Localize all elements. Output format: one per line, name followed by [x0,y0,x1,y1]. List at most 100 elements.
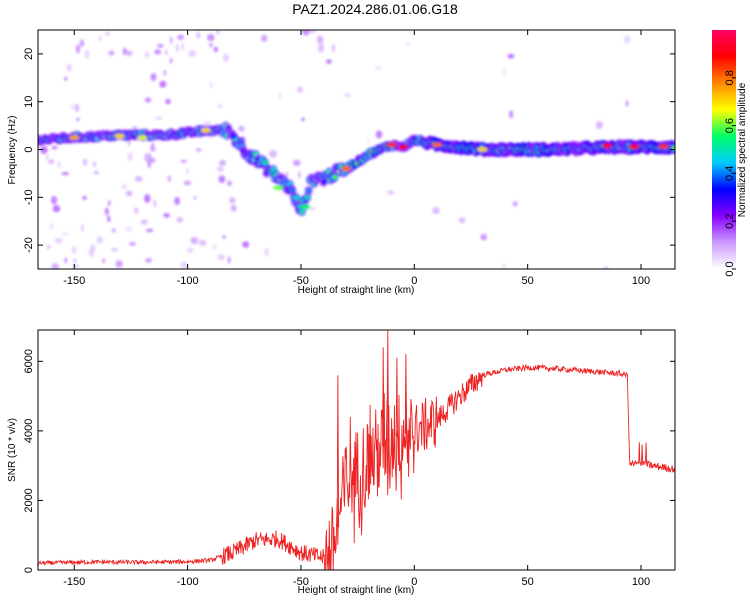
heatmap-ridge-core [305,188,312,194]
snr-spike [336,330,408,528]
heatmap-speckle [181,42,184,51]
heatmap-speckle [84,49,90,59]
heatmap-speckle [96,236,103,244]
heatmap-speckle [230,204,237,212]
heatmap-speckle [48,159,55,165]
spectrogram-y-tick-label: -10 [23,189,35,205]
heatmap-speckle [108,200,111,207]
spectrogram-x-tick-label: 100 [632,275,650,287]
heatmap-speckle [62,232,68,236]
heatmap-speckle [625,100,629,107]
heatmap-speckle [155,116,163,120]
heatmap-hotspot [432,142,442,148]
heatmap-speckle [72,264,79,268]
heatmap-speckle [52,204,61,213]
heatmap-hotspot [398,144,408,150]
heatmap-speckle [223,53,229,63]
heatmap-speckle [45,155,49,160]
snr-y-tick-label: 2000 [23,488,35,512]
heatmap-speckle [375,130,383,139]
heatmap-hotspot [114,133,125,139]
spectrogram-y-axis-label: Frequency (Hz) [7,116,18,185]
heatmap-speckle [167,175,171,182]
snr-x-tick-label: 50 [522,576,534,588]
snr-panel: -150 -100 -50 0 50 100 0 2000 4000 6000 Height o… [7,329,676,596]
heatmap-speckle [278,91,282,100]
heatmap-speckle [180,261,188,269]
spectrogram-y-tick-label: 10 [23,96,35,108]
spectrogram-y-tick-label: 0 [23,146,35,152]
heatmap-speckle [157,44,164,48]
heatmap-speckle [269,150,277,158]
colorbar-tick-label: 0.0 [724,261,736,276]
heatmap-hotspot [477,147,488,152]
heatmap-speckle [509,110,514,119]
heatmap-hotspot [602,143,612,149]
heatmap-speckle [206,33,215,42]
heatmap-speckle [115,260,123,268]
heatmap-speckle [512,201,518,207]
heatmap-speckle [174,197,181,206]
heatmap-speckle [177,34,185,40]
heatmap-speckle [318,43,324,53]
heatmap-speckle [176,43,179,53]
heatmap-hotspot [273,185,284,191]
heatmap-speckle [190,237,199,245]
heatmap-speckle [222,235,226,239]
heatmap-speckle [154,49,162,55]
heatmap-speckle [153,199,156,208]
snr-y-tick-label: 6000 [23,349,35,373]
heatmap-speckle [507,53,515,59]
heatmap-speckle [81,224,84,232]
heatmap-speckle [203,121,211,126]
heatmap-speckle [159,80,167,88]
heatmap-speckle [75,44,81,54]
heatmap-speckle [199,239,207,246]
heatmap-speckle [325,59,332,64]
heatmap-speckle [603,266,609,269]
heatmap-speckle [76,118,80,122]
heatmap-ridge-core [289,187,296,193]
heatmap-speckle [79,39,85,47]
heatmap-speckle [83,158,87,167]
heatmap-speckle [217,254,225,261]
heatmap-speckle [480,233,488,241]
spectrogram-y-tick-label: -20 [23,237,35,253]
heatmap-speckle [73,258,77,263]
heatmap-ridge-core [304,194,311,200]
heatmap-speckle [46,244,51,250]
heatmap-ridge-core [331,174,338,180]
heatmap-speckle [121,183,128,190]
heatmap-speckle [367,139,370,143]
heatmap-speckle [99,35,102,42]
heatmap-speckle [186,168,189,174]
heatmap-speckle [375,66,381,70]
heatmap-speckle [150,73,157,82]
heatmap-speckle [64,76,68,81]
spectrogram-x-tick-label: -150 [63,275,85,287]
heatmap-speckle [316,35,324,44]
heatmap-speckle [51,145,58,150]
heatmap-speckle [94,170,99,175]
heatmap-speckle [218,159,227,166]
heatmap-speckle [213,46,219,53]
heatmap-speckle [71,246,77,254]
snr-x-axis-label: Height of straight line (km) [298,585,415,596]
heatmap-speckle [387,190,395,195]
heatmap-speckle [407,41,409,47]
heatmap-speckle [127,152,134,161]
heatmap-speckle [125,50,133,56]
snr-x-tick-label: -100 [177,576,199,588]
heatmap-speckle [229,197,236,204]
heatmap-speckle [213,244,216,250]
heatmap-speckle [298,171,301,179]
heatmap-speckle [74,103,80,113]
heatmap-speckle [218,175,226,184]
heatmap-speckle [125,226,133,232]
heatmap-speckle [92,161,97,168]
heatmap-speckle [145,258,153,263]
spectrogram-x-tick-label: 50 [522,275,534,287]
heatmap-speckle [104,207,109,216]
heatmap-speckle [227,256,231,264]
heatmap-hotspot [300,204,311,210]
